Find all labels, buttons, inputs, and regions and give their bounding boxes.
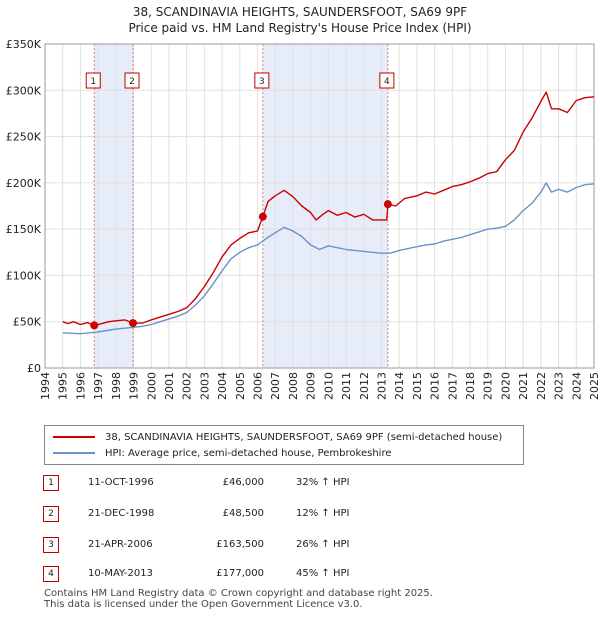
sale-number-badge: 1 <box>43 475 59 491</box>
x-tick-label: 2020 <box>499 372 512 400</box>
x-tick-label: 2013 <box>375 372 388 400</box>
x-tick-label: 2002 <box>181 372 194 400</box>
x-tick-label: 2005 <box>234 372 247 400</box>
sale-hpi-change: 32% ↑ HPI <box>296 477 350 488</box>
table-row: 2 21-DEC-1998 £48,500 12% ↑ HPI <box>0 506 600 524</box>
sale-date: 21-DEC-1998 <box>88 508 155 519</box>
x-tick-label: 2019 <box>482 372 495 400</box>
legend-label-property: 38, SCANDINAVIA HEIGHTS, SAUNDERSFOOT, S… <box>105 431 503 443</box>
table-row: 1 11-OCT-1996 £46,000 32% ↑ HPI <box>0 475 600 493</box>
x-tick-label: 2021 <box>517 372 530 400</box>
series-line-property <box>62 91 595 327</box>
x-tick-label: 1998 <box>110 372 123 400</box>
x-tick-label: 2012 <box>358 372 371 400</box>
sale-marker-label: 4 <box>384 77 390 87</box>
shaded-range-2 <box>262 44 388 368</box>
sale-point-4 <box>383 200 392 209</box>
x-tick-label: 2025 <box>588 372 600 400</box>
y-tick-label: £100K <box>6 269 42 282</box>
y-tick-label: £200K <box>6 177 42 190</box>
sale-marker-box-1 <box>85 72 101 89</box>
sale-marker-box-2 <box>124 72 140 89</box>
legend-item-hpi: HPI: Average price, semi-detached house,… <box>53 445 391 461</box>
legend-line-property <box>53 436 95 438</box>
price-chart: £0 £50K £100K £150K £200K £250K £300K £350K 1994… <box>6 38 600 400</box>
sale-price: £46,000 <box>222 477 264 488</box>
sale-marker-box-3 <box>254 72 270 89</box>
x-tick-label: 1994 <box>39 372 52 400</box>
table-row: 3 21-APR-2006 £163,500 26% ↑ HPI <box>0 537 600 555</box>
sale-number-badge: 3 <box>43 537 59 553</box>
sale-marker-box-4 <box>379 72 395 89</box>
y-tick-label: £350K <box>6 38 42 51</box>
legend-line-hpi <box>53 452 95 454</box>
sale-price: £48,500 <box>222 508 264 519</box>
x-tick-label: 2009 <box>305 372 318 400</box>
chart-title-line1: 38, SCANDINAVIA HEIGHTS, SAUNDERSFOOT, S… <box>132 5 468 19</box>
chart-title-line2: Price paid vs. HM Land Registry's House … <box>128 21 472 35</box>
sale-number-badge: 2 <box>43 506 59 522</box>
x-tick-label: 2008 <box>287 372 300 400</box>
sale-point-1 <box>90 321 99 330</box>
chart-legend: 38, SCANDINAVIA HEIGHTS, SAUNDERSFOOT, S… <box>44 425 524 465</box>
x-tick-label: 2024 <box>570 372 583 400</box>
sale-hpi-change: 26% ↑ HPI <box>296 539 350 550</box>
x-tick-label: 2004 <box>216 372 229 400</box>
x-tick-label: 2010 <box>322 372 335 400</box>
x-tick-label: 2022 <box>535 372 548 400</box>
x-tick-label: 2007 <box>269 372 282 400</box>
y-tick-label: £150K <box>6 223 42 236</box>
x-tick-label: 1995 <box>57 372 70 400</box>
sale-hpi-change: 12% ↑ HPI <box>296 508 350 519</box>
sale-marker-label: 1 <box>90 77 96 87</box>
sale-date: 11-OCT-1996 <box>88 477 154 488</box>
y-tick-label: £50K <box>13 316 42 329</box>
x-tick-label: 2023 <box>553 372 566 400</box>
x-tick-label: 2001 <box>163 372 176 400</box>
legend-label-hpi: HPI: Average price, semi-detached house,… <box>105 447 392 459</box>
x-tick-label: 2017 <box>446 372 459 400</box>
y-tick-label: £300K <box>6 84 42 97</box>
x-tick-label: 2011 <box>340 372 353 400</box>
sale-marker-label: 3 <box>259 77 265 87</box>
x-tick-label: 2014 <box>393 372 406 400</box>
x-tick-label: 2003 <box>198 372 211 400</box>
x-tick-label: 2018 <box>464 372 477 400</box>
footer-attribution: Contains HM Land Registry data © Crown c… <box>44 588 433 610</box>
sale-hpi-change: 45% ↑ HPI <box>296 568 350 579</box>
table-row: 4 10-MAY-2013 £177,000 45% ↑ HPI <box>0 566 600 584</box>
plot-frame <box>44 43 595 369</box>
y-tick-label: £0 <box>27 362 41 375</box>
sale-marker-label: 2 <box>129 77 135 87</box>
x-tick-label: 2006 <box>252 372 265 400</box>
footer-line-1: Contains HM Land Registry data © Crown c… <box>44 588 433 599</box>
sale-point-2 <box>129 319 138 328</box>
sale-price: £177,000 <box>216 568 264 579</box>
x-tick-label: 1996 <box>74 372 87 400</box>
y-tick-label: £250K <box>6 131 42 144</box>
x-tick-label: 2015 <box>411 372 424 400</box>
x-tick-label: 1999 <box>128 372 141 400</box>
legend-item-property: 38, SCANDINAVIA HEIGHTS, SAUNDERSFOOT, S… <box>53 429 502 445</box>
x-tick-label: 2000 <box>145 372 158 400</box>
footer-line-2: This data is licensed under the Open Gov… <box>44 599 363 610</box>
sale-price: £163,500 <box>216 539 264 550</box>
shaded-range-1 <box>94 44 134 368</box>
sale-point-3 <box>258 212 267 221</box>
x-tick-label: 1997 <box>92 372 105 400</box>
x-tick-label: 2016 <box>429 372 442 400</box>
sale-number-badge: 4 <box>43 566 59 582</box>
series-line-hpi <box>62 182 595 335</box>
sale-date: 10-MAY-2013 <box>88 568 154 579</box>
sale-date: 21-APR-2006 <box>88 539 153 550</box>
